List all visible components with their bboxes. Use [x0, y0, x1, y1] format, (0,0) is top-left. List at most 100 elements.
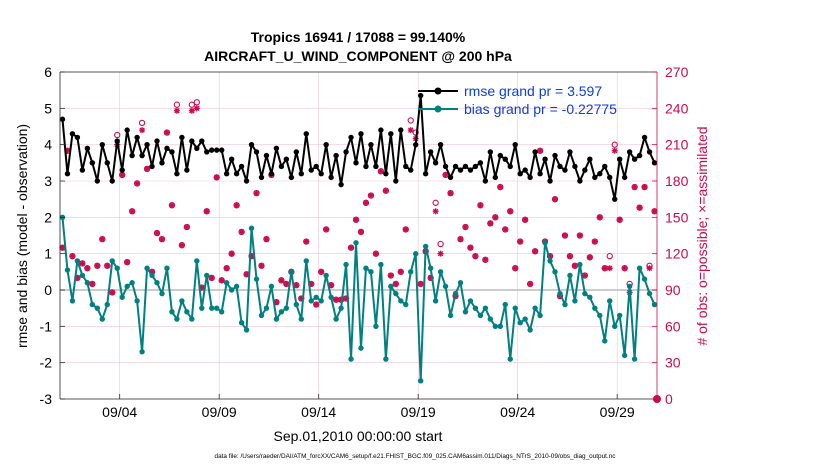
rmse-point	[149, 163, 155, 170]
bias-point	[303, 258, 309, 264]
rmse-point	[134, 134, 140, 141]
rmse-point	[283, 156, 290, 162]
rmse-point	[442, 163, 449, 170]
x-tick-label: 09/09	[202, 404, 237, 420]
rmse-point	[636, 152, 643, 159]
rmse-point	[94, 178, 101, 184]
obs-possible-point	[407, 117, 414, 124]
rmse-point	[69, 131, 76, 137]
x-tick-label: 09/04	[102, 404, 137, 420]
obs-assimilated-point	[119, 171, 126, 178]
bias-point	[502, 301, 508, 308]
y-tick-label-left: 4	[44, 137, 52, 153]
obs-assimilated-point	[154, 230, 161, 237]
rmse-point	[542, 156, 548, 162]
rmse-point	[408, 167, 414, 173]
rmse-point	[626, 149, 633, 155]
bias-point	[288, 269, 295, 275]
rmse-point	[572, 163, 578, 170]
obs-assimilated-point	[591, 238, 598, 245]
obs-assimilated-point	[109, 289, 116, 296]
obs-assimilated-point	[636, 204, 643, 211]
rmse-point	[607, 174, 613, 181]
rmse-point	[59, 116, 66, 122]
y-axis-right-label: # of obs: o=possible; ×=assimilated	[694, 126, 710, 345]
obs-assimilated-point	[492, 214, 499, 221]
rmse-point	[567, 149, 573, 155]
obs-assimilated-point	[487, 220, 494, 227]
obs-assimilated-point	[457, 236, 464, 243]
rmse-point	[189, 138, 195, 144]
bias-point	[363, 265, 369, 271]
obs-assimilated-point	[208, 274, 215, 281]
rmse-point	[577, 178, 583, 184]
bias-point	[169, 309, 175, 315]
obs-assimilated-point	[313, 301, 320, 308]
bias-point	[602, 338, 608, 344]
bias-point	[328, 294, 334, 300]
obs-assimilated-point	[158, 236, 165, 243]
rmse-point	[517, 171, 523, 177]
rmse-point	[646, 149, 653, 155]
rmse-point	[522, 167, 528, 173]
bias-point	[353, 240, 359, 246]
bias-point	[482, 305, 489, 311]
rmse-point	[243, 178, 250, 184]
obs-assimilated-point	[402, 226, 409, 233]
rmse-point	[562, 167, 568, 173]
bias-point	[323, 272, 329, 279]
obs-assimilated-point	[144, 165, 151, 172]
rmse-point	[328, 174, 334, 181]
rmse-point	[602, 163, 608, 170]
bias-point	[562, 301, 568, 308]
obs-assimilated-point	[348, 244, 355, 251]
y-tick-label-right: 150	[665, 209, 689, 225]
obs-assimilated-point	[134, 180, 141, 187]
bias-point	[512, 305, 518, 311]
rmse-point	[547, 178, 553, 184]
x-tick-label: 09/29	[600, 404, 635, 420]
bias-point	[194, 258, 200, 264]
rmse-point	[169, 149, 175, 155]
obs-assimilated-point	[323, 226, 330, 233]
rmse-point	[303, 131, 309, 137]
bias-point	[283, 305, 290, 311]
obs-assimilated-point	[183, 224, 190, 231]
obs-assimilated-point	[293, 282, 300, 289]
bias-point	[447, 312, 454, 319]
bias-point	[437, 269, 444, 275]
bias-point	[258, 312, 265, 319]
obs-assimilated-point	[372, 250, 379, 257]
rmse-point	[348, 134, 354, 141]
bias-point	[636, 265, 643, 271]
bias-point	[333, 316, 339, 322]
rmse-point	[74, 134, 81, 141]
obs-assimilated-point	[392, 280, 399, 287]
bias-point	[223, 280, 230, 286]
obs-assimilated-point	[228, 250, 235, 257]
bias-point	[368, 269, 374, 275]
obs-assimilated-point	[283, 280, 290, 287]
rmse-point	[104, 160, 110, 166]
rmse-point	[363, 163, 369, 170]
bias-point	[457, 280, 464, 286]
obs-assimilated-point	[571, 262, 578, 269]
obs-assimilated-point	[94, 262, 101, 269]
rmse-point	[462, 163, 469, 170]
bias-point	[159, 290, 165, 297]
y-tick-label-right: 90	[665, 282, 681, 298]
obs-assimilated-point	[168, 202, 175, 209]
rmse-point	[353, 160, 359, 166]
bias-point	[517, 320, 523, 326]
legend: rmse grand pr = 3.597 bias grand pr = -0…	[418, 83, 617, 117]
rmse-point	[616, 156, 623, 162]
rmse-point	[422, 171, 429, 177]
obs-assimilated-point	[472, 253, 479, 260]
obs-assimilated-point	[79, 260, 86, 267]
y-tick-label-left: -1	[40, 318, 53, 334]
bias-point	[467, 298, 474, 304]
obs-possible-point	[432, 199, 439, 206]
rmse-point	[298, 171, 304, 177]
rmse-point	[89, 160, 96, 166]
